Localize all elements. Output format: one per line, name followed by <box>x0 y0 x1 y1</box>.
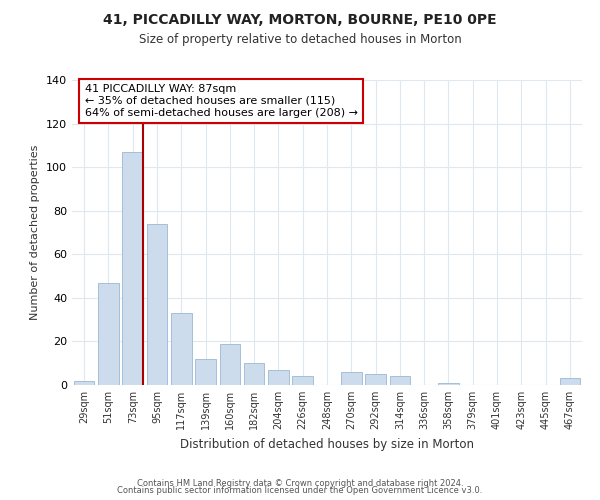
Bar <box>195 359 216 385</box>
Bar <box>244 363 265 385</box>
Text: Contains public sector information licensed under the Open Government Licence v3: Contains public sector information licen… <box>118 486 482 495</box>
Text: 41, PICCADILLY WAY, MORTON, BOURNE, PE10 0PE: 41, PICCADILLY WAY, MORTON, BOURNE, PE10… <box>103 12 497 26</box>
Bar <box>122 152 143 385</box>
Bar <box>98 282 119 385</box>
Bar <box>220 344 240 385</box>
Bar <box>74 380 94 385</box>
Bar <box>438 383 459 385</box>
Text: 41 PICCADILLY WAY: 87sqm
← 35% of detached houses are smaller (115)
64% of semi-: 41 PICCADILLY WAY: 87sqm ← 35% of detach… <box>85 84 358 117</box>
Bar <box>268 370 289 385</box>
Bar <box>560 378 580 385</box>
X-axis label: Distribution of detached houses by size in Morton: Distribution of detached houses by size … <box>180 438 474 450</box>
Y-axis label: Number of detached properties: Number of detached properties <box>31 145 40 320</box>
Bar <box>171 313 191 385</box>
Bar <box>146 224 167 385</box>
Bar <box>341 372 362 385</box>
Bar <box>365 374 386 385</box>
Bar <box>389 376 410 385</box>
Text: Size of property relative to detached houses in Morton: Size of property relative to detached ho… <box>139 32 461 46</box>
Bar <box>292 376 313 385</box>
Text: Contains HM Land Registry data © Crown copyright and database right 2024.: Contains HM Land Registry data © Crown c… <box>137 478 463 488</box>
